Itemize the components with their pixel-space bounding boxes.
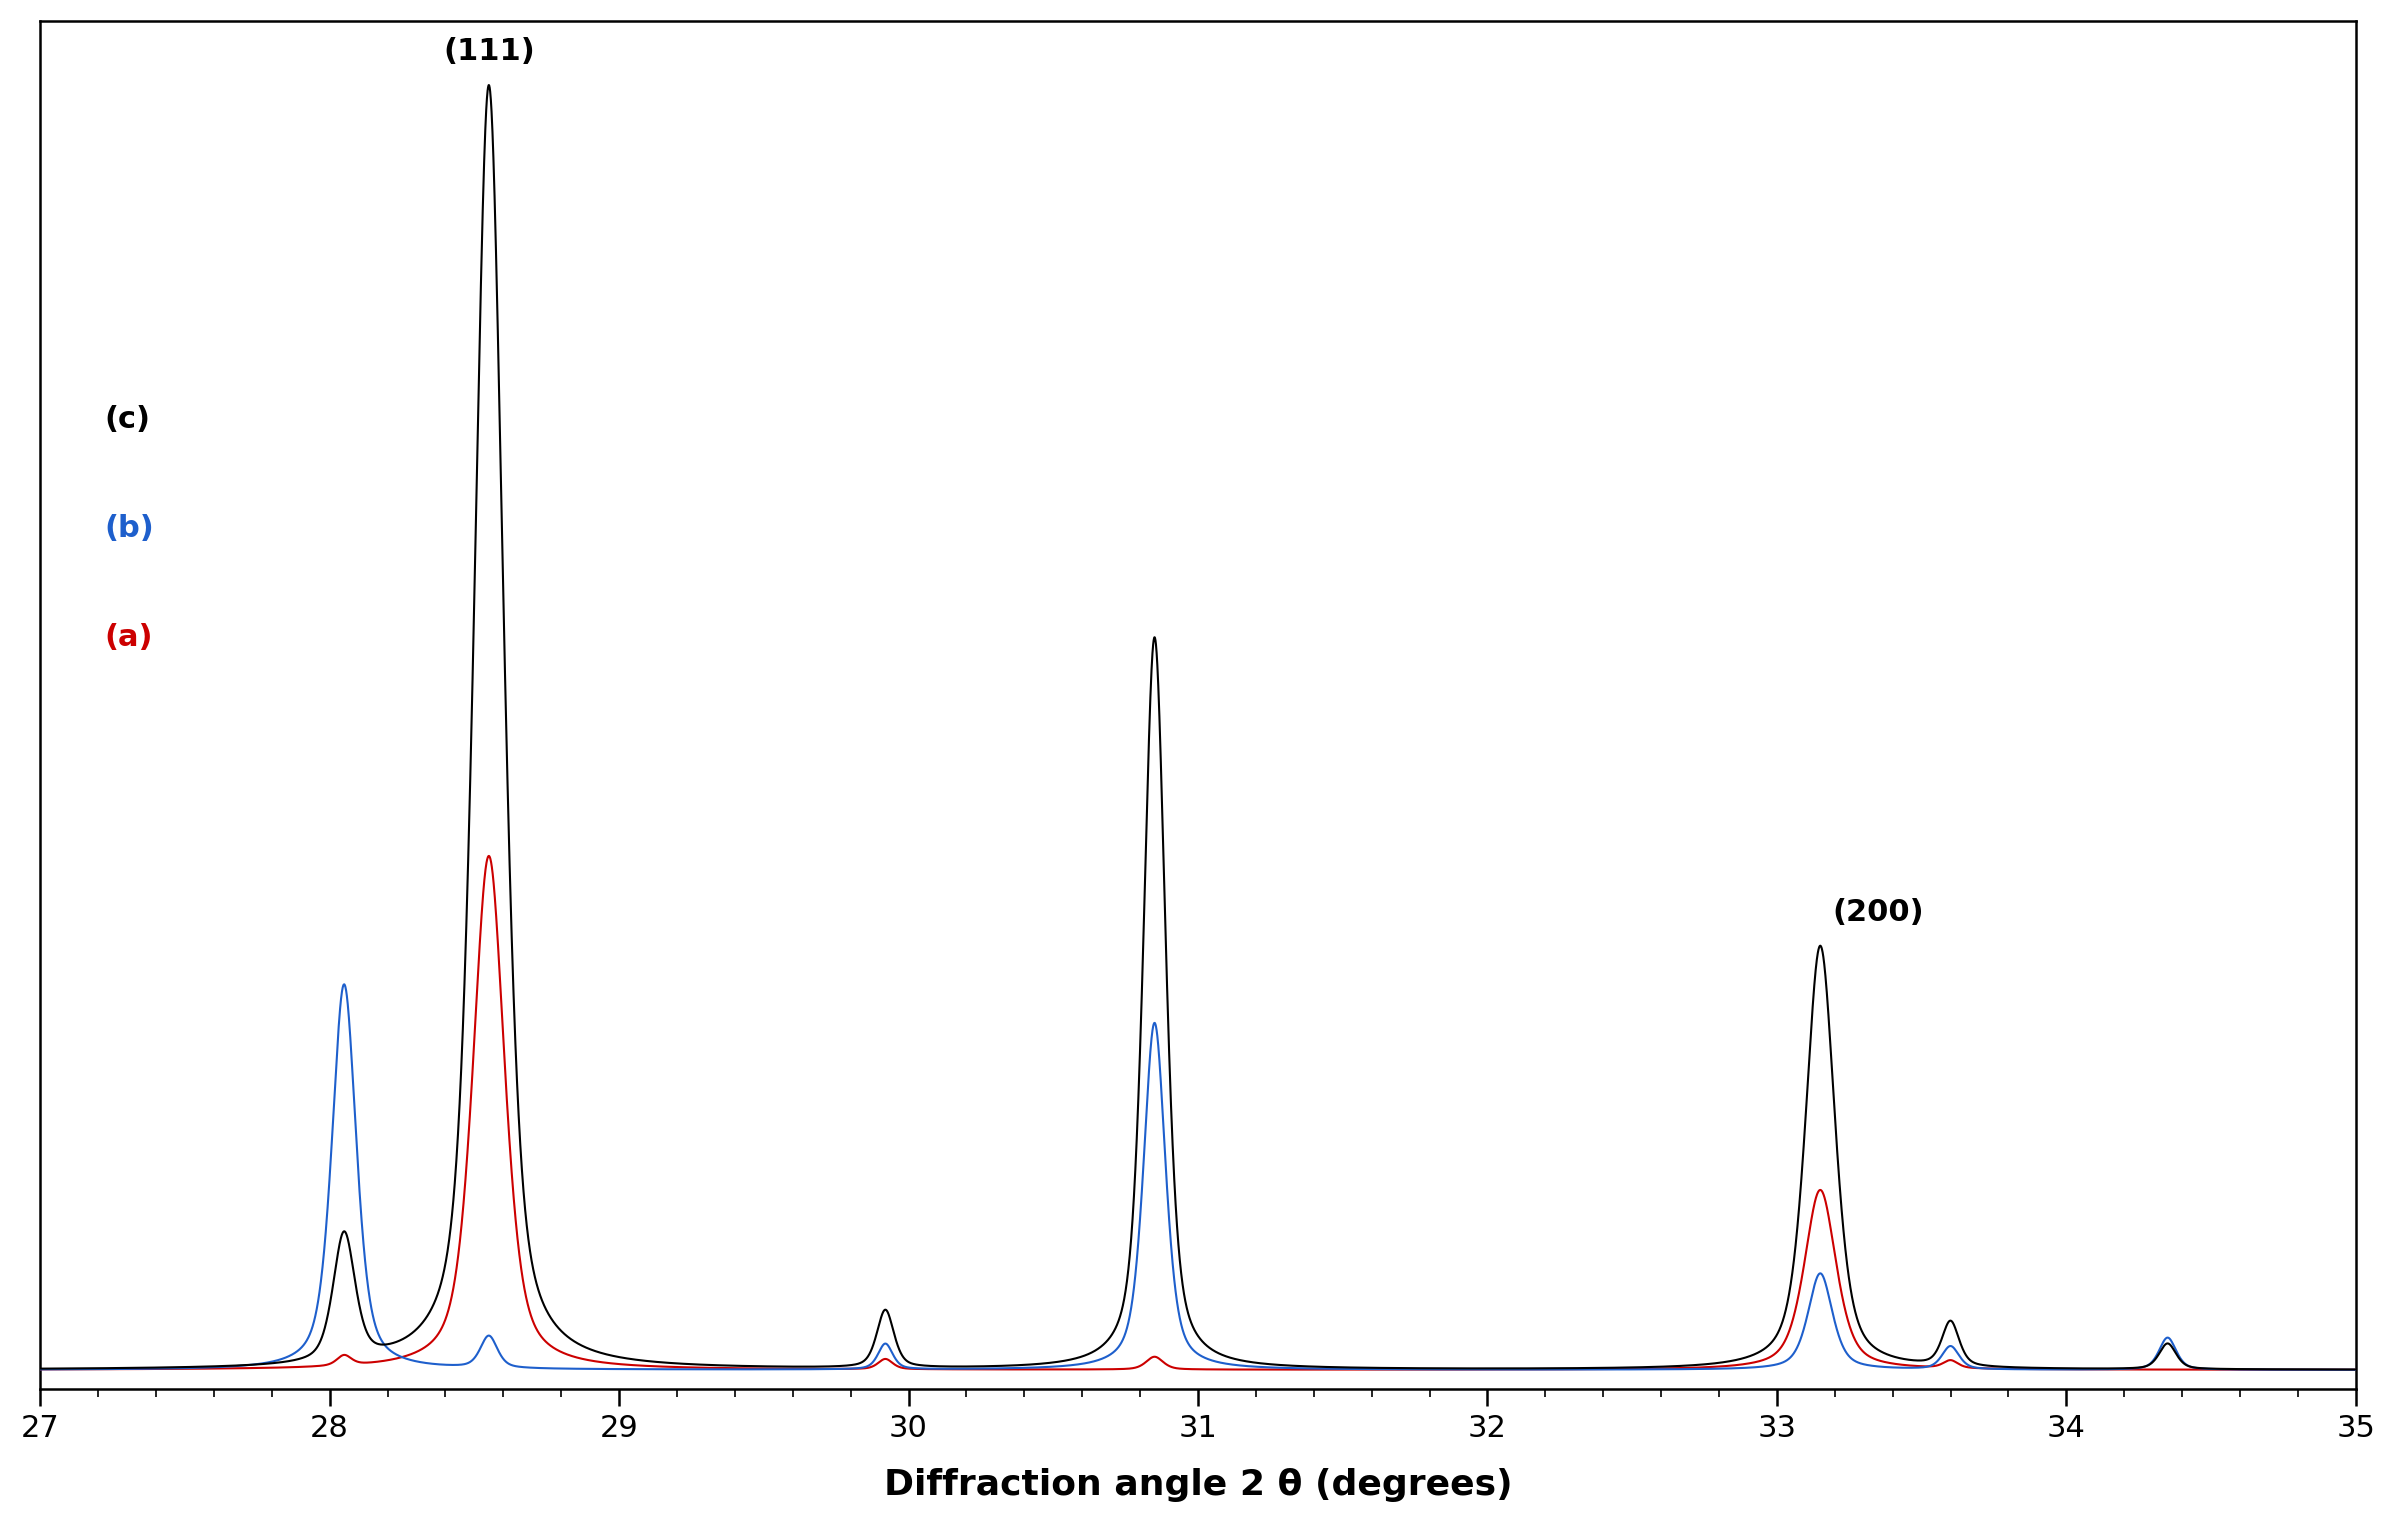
Text: (b): (b) [103,513,153,542]
Text: (a): (a) [103,623,153,652]
X-axis label: Diffraction angle 2 θ (degrees): Diffraction angle 2 θ (degrees) [884,1468,1512,1502]
Text: (200): (200) [1833,897,1924,926]
Text: (111): (111) [443,37,534,65]
Text: (c): (c) [103,405,151,434]
